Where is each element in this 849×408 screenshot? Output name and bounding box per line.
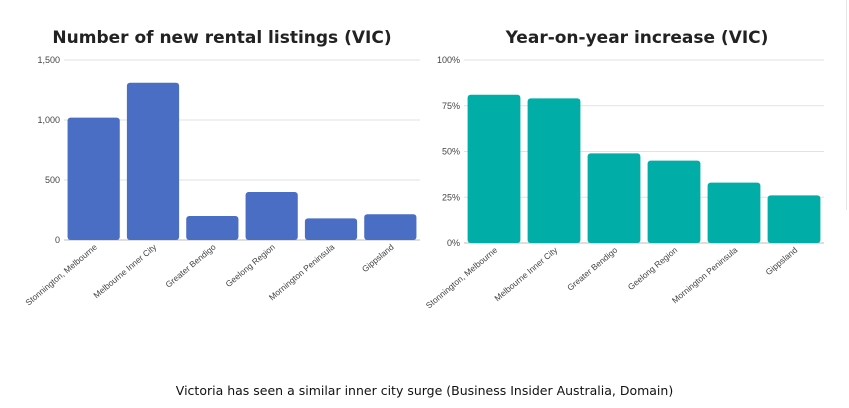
x-tick-label: Mornington Peninsula [670,245,740,306]
chart-title: Year-on-year increase (VIC) [505,28,769,48]
y-tick-label: 1,500 [37,55,60,65]
x-tick-label: Melbourne Inner City [91,241,158,300]
yoy-increase-plot: 0% 25% 50% 75% 100% Stonnington, MelbourneMel… [424,55,824,311]
bar [707,182,761,243]
x-tick-label: Geelong Region [626,245,680,292]
bar [304,218,358,240]
x-tick-label: Geelong Region [223,242,277,289]
bar [245,192,298,240]
rental-listings-plot: 0 500 1,000 1,500 Stonnington, MelbourneMelb… [23,55,420,308]
x-tick-label: Greater Bendigo [163,242,217,290]
x-tick-label: Greater Bendigo [565,245,619,293]
y-tick-label: 50% [442,147,460,157]
bar [67,117,120,240]
caption: Victoria has seen a similar inner city s… [175,383,674,398]
y-tick-label: 100% [437,55,460,65]
bar [364,214,417,240]
x-tick-label: Stonnington, Melbourne [23,242,99,308]
y-tick-label: 1,000 [37,115,60,125]
chart-title: Number of new rental listings (VIC) [52,28,392,48]
y-tick-label: 0% [447,238,460,248]
x-tick-label: Gippsland [360,242,396,274]
bar [767,195,821,243]
x-tick-label: Mornington Peninsula [267,242,337,303]
x-tick-label: Gippsland [764,245,800,277]
bar [647,160,701,243]
x-tick-label: Stonnington, Melbourne [424,245,500,311]
rental-listings-chart: Number of new rental listings (VIC) 0 500… [12,0,432,335]
bar [527,98,581,244]
y-tick-label: 0 [55,235,60,245]
y-tick-label: 25% [442,192,460,202]
bar [467,94,521,244]
bar [186,216,239,240]
yoy-increase-chart: Year-on-year increase (VIC) 0% 25% 50% 75% 1… [424,0,842,335]
divider [846,0,847,210]
bar [126,82,180,240]
x-tick-label: Melbourne Inner City [492,244,559,303]
y-tick-label: 500 [45,175,60,185]
y-tick-label: 75% [442,101,460,111]
bar [587,153,641,243]
